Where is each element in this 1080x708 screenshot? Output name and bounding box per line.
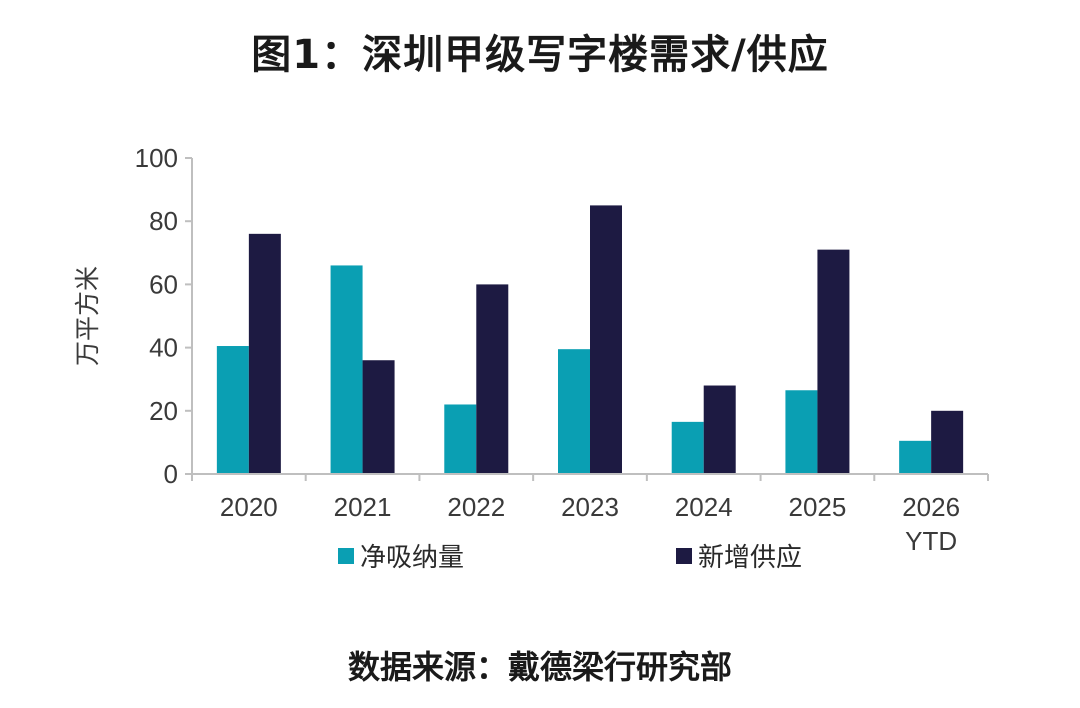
y-tick-label: 100 [135,143,178,173]
x-tick-label: 2022 [447,492,505,522]
bar-net-absorption [330,265,363,474]
y-tick-label: 60 [149,269,178,299]
bar-new-supply [248,233,281,474]
bar-new-supply [476,284,509,474]
y-tick-label: 20 [149,396,178,426]
bar-net-absorption [216,346,249,474]
x-tick-label: 2020 [220,492,278,522]
x-tick-label: 2023 [561,492,619,522]
bar-new-supply [817,249,850,474]
legend-label: 净吸纳量 [360,543,464,573]
legend-label: 新增供应 [698,543,802,573]
bar-new-supply [703,385,736,474]
bar-net-absorption [671,421,704,474]
data-source: 数据来源：戴德梁行研究部 [347,648,732,686]
y-axis-title: 万平方米 [73,266,102,366]
x-tick-label: 2024 [675,492,733,522]
y-tick-label: 80 [149,206,178,236]
y-tick-label: 40 [149,333,178,363]
bar-new-supply [362,360,395,474]
x-tick-label: 2025 [789,492,847,522]
chart-title: 图1：深圳甲级写字楼需求/供应 [251,32,829,78]
bar-new-supply [931,410,964,474]
legend-swatch [338,548,354,564]
bar-net-absorption [899,440,932,474]
bar-chart: 0 20 40 60 80 100 万平方米 2020 2021 2022 2023 2024 2025… [73,143,989,573]
x-tick-label: 2026 YTD [902,492,960,556]
x-tick-label: 2021 [334,492,392,522]
bar-net-absorption [558,349,590,474]
bar-net-absorption [444,404,477,474]
bar-net-absorption [785,390,818,474]
legend-swatch [676,548,692,564]
y-tick-label: 0 [164,459,178,489]
bar-new-supply [590,205,622,474]
